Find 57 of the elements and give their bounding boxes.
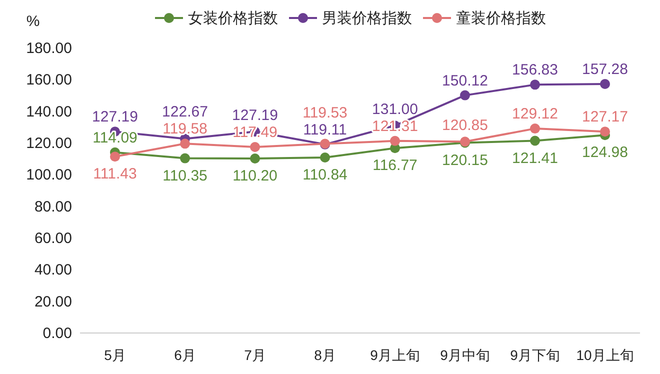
data-label: 129.12	[512, 106, 558, 123]
legend-label: 女装价格指数	[188, 10, 278, 27]
x-tick-label: 6月	[174, 347, 196, 363]
data-label: 121.41	[512, 150, 558, 167]
x-tick-label: 9月下旬	[510, 347, 560, 363]
data-label: 119.53	[302, 104, 348, 122]
y-tick-label: 60.00	[34, 230, 72, 247]
y-tick-label: 20.00	[34, 293, 72, 310]
data-label: 116.77	[372, 157, 418, 174]
point	[250, 154, 260, 164]
y-tick-label: 80.00	[34, 198, 72, 216]
data-label: 156.83	[512, 62, 558, 79]
y-tick-label: 180.00	[26, 40, 72, 57]
point	[390, 136, 400, 146]
data-label: 124.98	[582, 144, 628, 162]
x-tick-label: 9月中旬	[440, 347, 490, 363]
data-label: 120.85	[442, 116, 488, 134]
point	[180, 153, 190, 164]
y-tick-label: 160.00	[26, 72, 72, 89]
y-tick-label: 40.00	[34, 262, 72, 279]
data-label: 114.09	[92, 129, 138, 146]
legend-label: 童装价格指数	[456, 10, 546, 27]
data-label: 110.20	[232, 168, 278, 185]
point	[530, 136, 540, 146]
point	[530, 80, 540, 90]
point	[530, 124, 540, 134]
data-label: 110.35	[162, 167, 208, 184]
data-label: 120.15	[442, 152, 488, 169]
y-tick-label: 140.00	[26, 103, 72, 120]
point	[110, 152, 120, 162]
x-tick-label: 5月	[104, 347, 126, 363]
data-label: 110.84	[302, 166, 348, 184]
data-label: 157.28	[582, 60, 628, 78]
point	[180, 138, 190, 149]
data-label: 111.43	[93, 166, 137, 183]
y-tick-label: 100.00	[26, 166, 72, 184]
point	[460, 90, 470, 100]
data-label: 119.58	[162, 120, 208, 138]
y-tick-label: 0.00	[42, 325, 72, 342]
point	[250, 142, 260, 152]
data-label: 127.19	[232, 106, 278, 124]
x-tick-label: 7月	[244, 347, 266, 363]
point	[600, 78, 610, 89]
legend-label: 男装价格指数	[322, 10, 412, 27]
point	[600, 126, 610, 137]
x-tick-label: 10月上旬	[576, 347, 634, 363]
data-label: 127.17	[582, 108, 628, 126]
y-axis-title: %	[26, 13, 40, 30]
x-tick-label: 8月	[314, 347, 336, 363]
data-label: 131.00	[372, 100, 418, 118]
y-tick-label: 120.00	[26, 135, 72, 152]
data-label: 119.11	[303, 121, 347, 138]
data-label: 122.67	[162, 104, 208, 121]
data-label: 150.12	[442, 72, 488, 90]
data-label: 127.19	[92, 108, 138, 126]
x-tick-label: 9月上旬	[370, 347, 420, 363]
point	[320, 152, 330, 163]
